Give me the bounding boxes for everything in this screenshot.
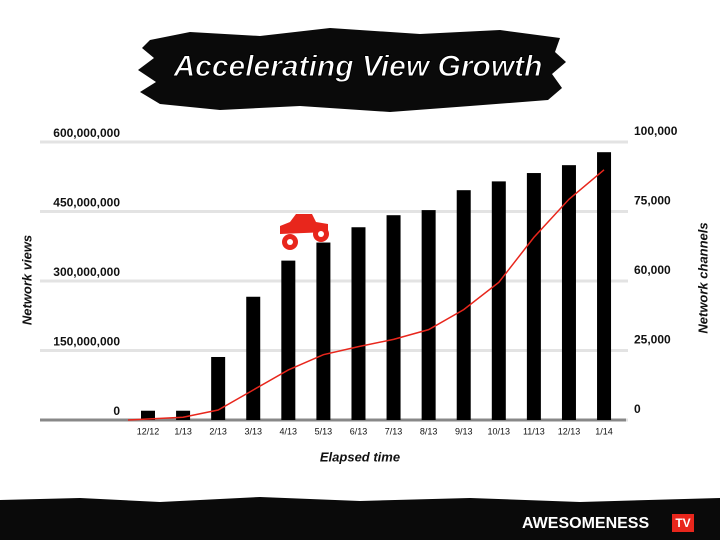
bar — [526, 173, 541, 420]
bar — [316, 242, 331, 420]
x-tick-label: 3/13 — [244, 426, 262, 436]
bar — [456, 190, 471, 420]
x-tick-label: 5/13 — [315, 426, 333, 436]
brand-badge: TV — [675, 516, 690, 530]
bar — [561, 165, 576, 420]
bar — [597, 152, 612, 420]
x-tick-label: 8/13 — [420, 426, 438, 436]
badge-box — [672, 514, 694, 532]
bar — [491, 181, 506, 420]
y-tick-label: 150,000,000 — [53, 335, 120, 349]
y-tick-label: 0 — [113, 404, 120, 418]
y2-tick-label: 75,000 — [634, 194, 671, 208]
x-tick-label: 12/13 — [558, 426, 581, 436]
x-tick-label: 4/13 — [280, 426, 298, 436]
bar — [351, 227, 366, 420]
x-tick-label: 11/13 — [523, 426, 545, 436]
x-tick-label: 6/13 — [350, 426, 368, 436]
bar — [176, 410, 191, 420]
x-tick-label: 9/13 — [455, 426, 473, 436]
y2-tick-label: 100,000 — [634, 124, 678, 138]
x-tick-label: 1/14 — [595, 426, 613, 436]
title-brush — [138, 28, 566, 112]
x-tick-label: 7/13 — [385, 426, 403, 436]
y-tick-label: 600,000,000 — [53, 126, 120, 140]
y-tick-label: 450,000,000 — [53, 196, 120, 210]
bar — [421, 210, 436, 420]
bar — [246, 296, 261, 420]
y-axis-label: Network views — [19, 235, 34, 325]
line — [127, 169, 605, 421]
y2-tick-label: 0 — [634, 402, 641, 416]
brand-logo: AWESOMENESS — [522, 515, 649, 532]
bar — [386, 215, 401, 420]
x-tick-label: 10/13 — [488, 426, 511, 436]
bar — [211, 356, 226, 420]
x-axis-label: Elapsed time — [320, 449, 400, 464]
bar — [281, 260, 296, 420]
chart-title: Accelerating View Growth — [173, 50, 543, 83]
bar — [141, 410, 155, 420]
footer-strip — [0, 497, 720, 540]
x-tick-label: 1/13 — [174, 426, 192, 436]
y2-tick-label: 60,000 — [634, 263, 671, 277]
y2-axis-label: Network channels — [695, 222, 710, 333]
y-tick-label: 300,000,000 — [53, 265, 120, 279]
y2-tick-label: 25,000 — [634, 333, 671, 347]
x-tick-label: 2/13 — [209, 426, 227, 436]
truck-icon — [280, 214, 329, 250]
x-tick-label: 12/12 — [137, 426, 160, 436]
